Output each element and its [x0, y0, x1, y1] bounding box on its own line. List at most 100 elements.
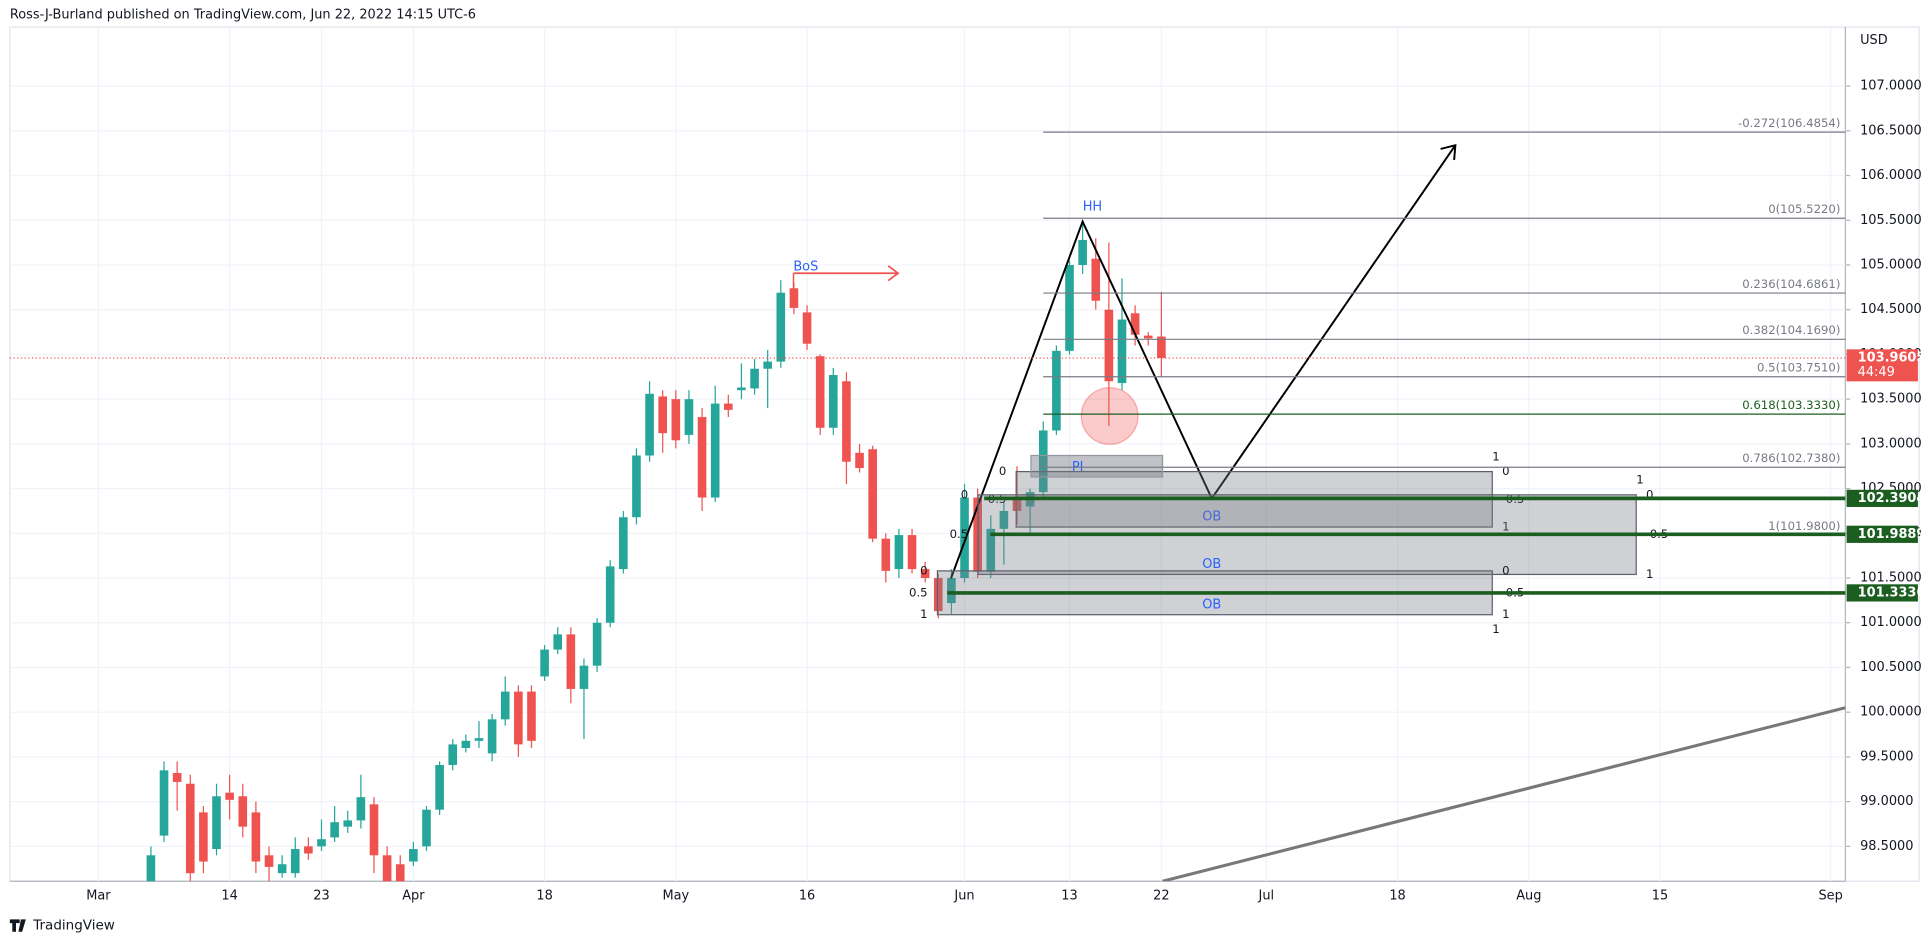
- zone-level: 0.5: [909, 585, 928, 599]
- candle-body: [330, 822, 339, 838]
- y-tick-label: 106.5000: [1860, 123, 1922, 138]
- candle-body: [671, 399, 681, 441]
- candle-body: [448, 744, 458, 765]
- trend-line: [1162, 706, 1846, 882]
- candle-body: [290, 849, 300, 874]
- candle-body: [1157, 336, 1166, 359]
- x-tick-label: Mar: [86, 888, 111, 903]
- candle-body: [172, 773, 182, 782]
- candle-body: [789, 288, 799, 308]
- candle-body: [1130, 313, 1140, 335]
- fib-label: 0(105.5220): [1768, 202, 1840, 216]
- series-layer: [9, 27, 1846, 882]
- candle-body: [999, 510, 1009, 529]
- candle-body: [776, 292, 786, 362]
- highlight-circle: [1080, 387, 1139, 445]
- candle-body: [855, 452, 864, 469]
- candle-body: [868, 449, 877, 539]
- y-tick-label: 105.0000: [1860, 257, 1922, 272]
- logo-mark: [9, 919, 26, 932]
- x-tick-label: Jul: [1258, 888, 1275, 903]
- publisher: Ross-J-Burland published on TradingView.…: [10, 7, 476, 22]
- candle-body: [553, 634, 563, 650]
- candle-body: [1091, 258, 1101, 301]
- candle-body: [317, 839, 326, 847]
- candle-body: [632, 455, 641, 518]
- candle-body: [277, 864, 287, 874]
- candle-body: [750, 368, 759, 389]
- y-tick-label: 99.0000: [1860, 794, 1913, 809]
- y-tick-label: 100.0000: [1860, 705, 1922, 720]
- y-tick-label: 103.0000: [1860, 436, 1922, 451]
- zone-level: 1: [1646, 567, 1653, 581]
- y-tick-label: 105.5000: [1860, 213, 1922, 228]
- candle-body: [369, 804, 379, 856]
- zone-corner: 1: [1636, 473, 1643, 487]
- candle-body: [474, 738, 484, 741]
- brand: TradingView: [32, 918, 115, 934]
- candle-body: [1052, 350, 1061, 431]
- x-tick-label: May: [662, 888, 689, 903]
- x-tick-label: 18: [1389, 888, 1405, 903]
- candle-body: [461, 740, 471, 748]
- candle-body: [540, 649, 549, 677]
- drawings: [792, 143, 1846, 882]
- annotation: HH: [1083, 199, 1102, 214]
- candle-body: [382, 855, 392, 882]
- candle-body: [238, 796, 248, 827]
- zone-level: 0: [1646, 487, 1653, 501]
- candle-body: [409, 849, 418, 862]
- zone-label: OB: [1202, 510, 1221, 525]
- candle-body: [1065, 264, 1074, 351]
- candle-body: [960, 497, 969, 579]
- candle-body: [710, 403, 720, 498]
- candle-body: [514, 691, 523, 745]
- zone-level: 0: [1502, 563, 1509, 577]
- candle-body: [304, 846, 313, 854]
- x-tick-label: 14: [221, 888, 237, 903]
- y-tick-label: 106.0000: [1860, 168, 1922, 183]
- zone-level: 1: [1502, 607, 1509, 621]
- zone-level: 0: [920, 563, 927, 577]
- annotation: BoS: [793, 260, 818, 275]
- fib-label: -0.272(106.4854): [1738, 116, 1840, 130]
- price-badge: [1846, 489, 1918, 508]
- candle-body: [920, 569, 930, 579]
- fib-label: 0.5(103.7510): [1757, 361, 1840, 375]
- candle-body: [828, 374, 838, 428]
- x-tick-label: 15: [1652, 888, 1668, 903]
- candle-body: [933, 578, 943, 612]
- arrow-head: [1440, 143, 1457, 161]
- candle-body: [199, 812, 208, 862]
- currency: USD: [1860, 33, 1888, 48]
- candle-body: [579, 665, 589, 689]
- pattern-path: [950, 144, 1457, 579]
- candle-body: [212, 796, 221, 850]
- zone-level: 0: [961, 487, 968, 501]
- candle-body: [566, 634, 576, 689]
- fib-label: 0.382(104.1690): [1742, 323, 1840, 337]
- labels-layer: 98.500099.000099.5000100.0000100.5000101…: [9, 79, 1926, 904]
- candle-body: [684, 399, 694, 435]
- y-tick-label: 101.5000: [1860, 571, 1922, 586]
- y-tick-label: 98.5000: [1860, 839, 1913, 854]
- price-badge: [1846, 584, 1918, 602]
- fib-label: 1(101.9800): [1768, 519, 1840, 533]
- price-badge-label: 103.9605: [1858, 350, 1926, 365]
- price-badge-timer: 44:49: [1858, 365, 1895, 380]
- price-badge-label: 101.3336: [1858, 585, 1926, 600]
- candle-body: [185, 783, 195, 874]
- x-tick-label: Sep: [1818, 888, 1842, 903]
- candle-body: [842, 381, 851, 462]
- candle-body: [1078, 239, 1087, 265]
- fib-label: 0.618(103.3330): [1742, 398, 1840, 412]
- candle-body: [763, 361, 772, 369]
- price-badge: [1846, 525, 1918, 543]
- candle-body: [422, 809, 431, 847]
- x-tick-label: 23: [313, 888, 329, 903]
- candle-body: [527, 691, 536, 741]
- y-tick-label: 99.5000: [1860, 749, 1913, 764]
- candle-body: [907, 535, 917, 570]
- candle-body: [737, 387, 746, 391]
